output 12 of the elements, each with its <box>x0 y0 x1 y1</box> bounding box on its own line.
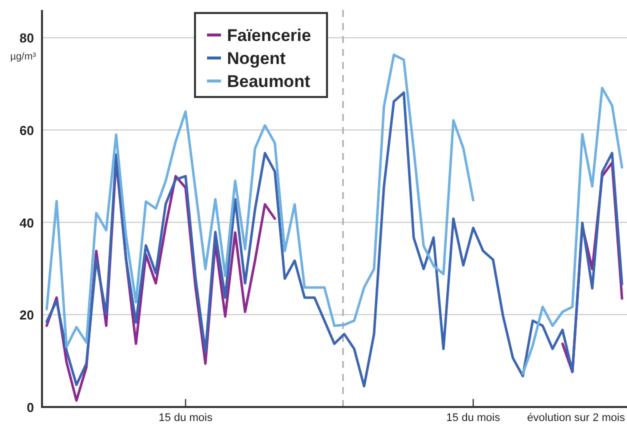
y-axis-title: µg/m³ <box>10 52 37 63</box>
legend-label: Nogent <box>227 49 286 68</box>
x-tick-label: 15 du mois <box>446 412 501 424</box>
y-tick-label: 80 <box>20 30 34 46</box>
legend-label: Faïencerie <box>227 26 312 45</box>
x-tick-label: 15 du mois <box>158 412 213 424</box>
y-tick-label: 40 <box>20 215 34 230</box>
y-tick-label: 20 <box>20 308 34 323</box>
y-tick-label: 0 <box>26 400 34 415</box>
legend-label: Beaumont <box>227 72 310 91</box>
y-tick-label: 60 <box>20 123 34 138</box>
x-axis-title: évolution sur 2 mois <box>527 412 626 424</box>
